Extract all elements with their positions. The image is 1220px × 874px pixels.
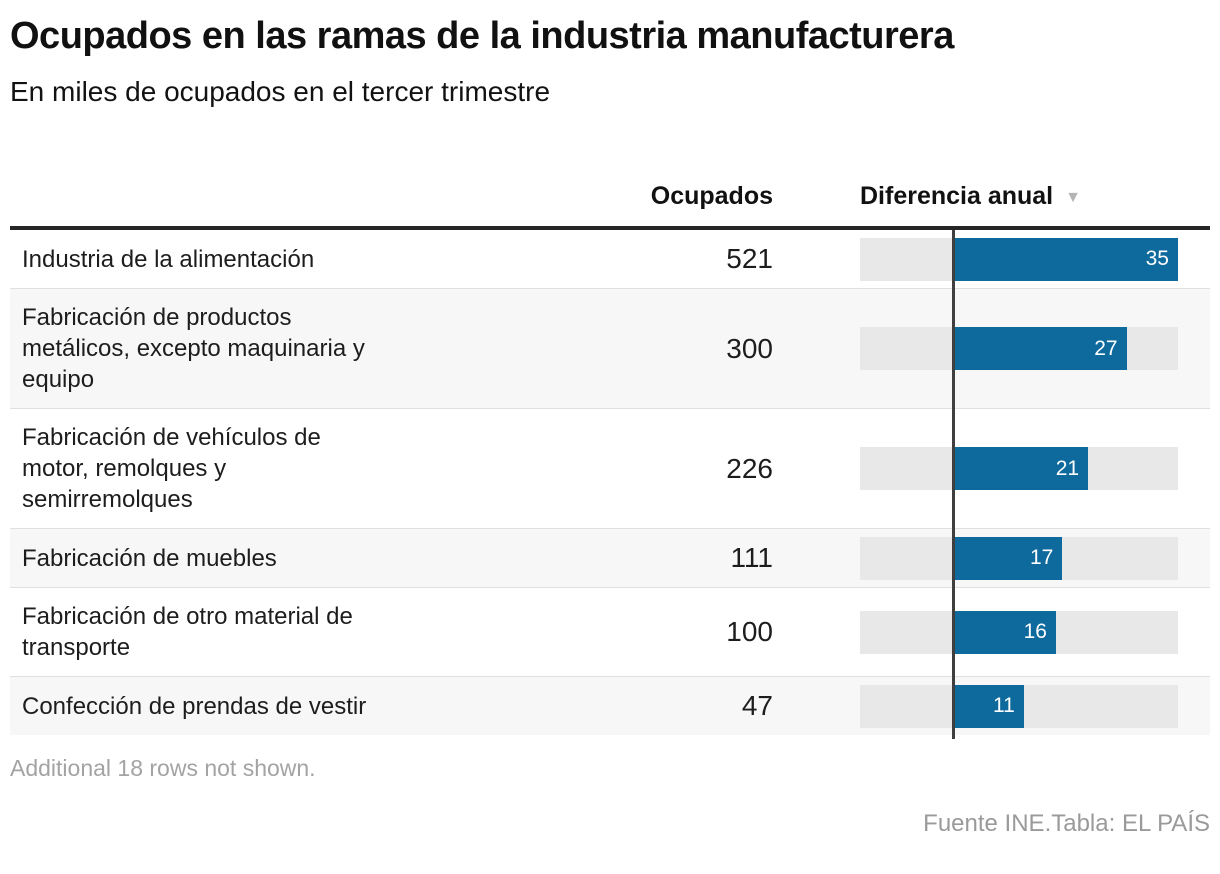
diff-bar: 35 [953, 237, 1178, 281]
row-label: Industria de la alimentación [22, 245, 315, 273]
zero-baseline [951, 230, 955, 739]
table-row: Fabricación de vehículos de motor, remol… [10, 408, 1210, 528]
row-ocupados-value: 226 [726, 452, 773, 484]
table-row: Industria de la alimentación 521 35 [10, 230, 1210, 288]
row-ocupados-value: 100 [726, 616, 773, 647]
row-bar-cell: 27 [795, 289, 1210, 408]
source-credit: Fuente INE.Tabla: EL PAÍS [923, 810, 1210, 837]
diff-bar-value: 17 [1029, 546, 1054, 569]
page-title: Ocupados en las ramas de la industria ma… [10, 15, 954, 57]
diff-bar-track: 16 [860, 610, 1178, 654]
row-bar-cell: 16 [795, 588, 1210, 676]
row-label: Fabricación de otro material de transpor… [22, 603, 353, 661]
row-ocupados-value: 111 [730, 542, 773, 573]
diff-bar: 17 [953, 536, 1063, 580]
diff-bar-track: 21 [860, 447, 1178, 490]
page-subtitle: En miles de ocupados en el tercer trimes… [10, 76, 551, 107]
diff-bar-value: 21 [1055, 456, 1080, 480]
diff-bar-value: 27 [1094, 336, 1118, 360]
row-label: Fabricación de productos metálicos, exce… [22, 304, 365, 393]
diff-bar-track: 35 [860, 237, 1178, 281]
column-header-diferencia[interactable]: Diferencia anual ▼ [795, 182, 1210, 211]
row-ocupados-value: 47 [741, 690, 773, 721]
table-header: Ocupados Diferencia anual ▼ [10, 182, 1210, 230]
row-ocupados-value: 521 [726, 243, 773, 274]
diff-bar: 21 [953, 447, 1089, 490]
row-bar-cell: 17 [795, 529, 1210, 587]
table-body: Industria de la alimentación 521 35 Fabr… [10, 230, 1210, 739]
row-ocupados-value: 300 [726, 332, 773, 364]
diff-bar-value: 35 [1145, 247, 1169, 270]
table-row: Fabricación de muebles 111 17 [10, 528, 1210, 587]
diff-bar: 11 [953, 684, 1024, 728]
diff-bar-track: 27 [860, 327, 1178, 370]
row-label: Fabricación de vehículos de motor, remol… [22, 424, 321, 513]
column-header-ocupados[interactable]: Ocupados [650, 182, 773, 210]
row-bar-cell: 11 [795, 677, 1210, 735]
diff-bar: 27 [953, 327, 1127, 370]
diff-bar-track: 11 [860, 684, 1178, 728]
row-bar-cell: 21 [795, 409, 1210, 528]
row-label: Confección de prendas de vestir [22, 692, 367, 720]
table-row: Fabricación de otro material de transpor… [10, 587, 1210, 676]
diff-bar-value: 11 [992, 694, 1015, 717]
diff-bar: 16 [953, 610, 1056, 654]
table-row: Fabricación de productos metálicos, exce… [10, 288, 1210, 408]
chart-card: Ocupados en las ramas de la industria ma… [10, 15, 1210, 837]
diff-bar-track: 17 [860, 536, 1178, 580]
row-bar-cell: 35 [795, 230, 1210, 288]
sort-descending-icon[interactable]: ▼ [1065, 188, 1081, 206]
table-row: Confección de prendas de vestir 47 11 [10, 676, 1210, 735]
rows-not-shown-note: Additional 18 rows not shown. [10, 755, 316, 781]
column-header-diferencia-label: Diferencia anual [860, 182, 1054, 210]
row-label: Fabricación de muebles [22, 544, 277, 572]
diff-bar-value: 16 [1023, 620, 1047, 643]
